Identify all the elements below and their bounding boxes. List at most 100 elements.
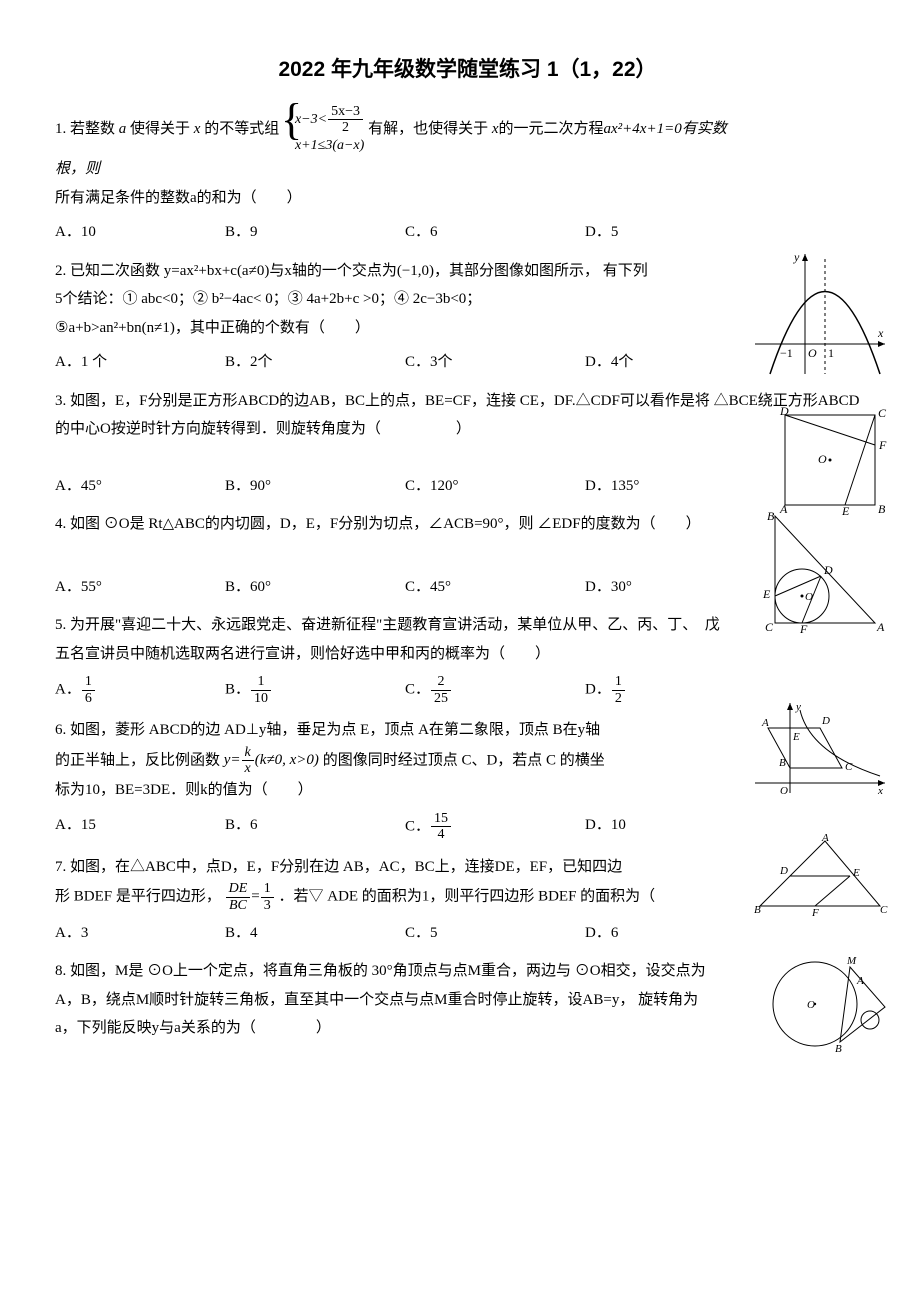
q1-opt-d: D．5 [585,218,735,247]
q7-options: A．3 B．4 C．5 D．6 [55,919,755,948]
q6-line3: 标为10，BE=3DE．则k的值为（ ） [55,776,755,805]
q2-options: A．1 个 B．2个 C．3个 D．4个 [55,348,755,377]
q8-figure: M A O B [765,952,890,1057]
svg-text:O: O [805,591,813,603]
question-3: D C A B E F O 3. 如图，E，F分别是正方形ABCD的边AB，BC… [55,387,880,501]
q1-opt-a: A．10 [55,218,225,247]
q4-options: A．55° B．60° C．45° D．30° [55,573,755,602]
q3-options: A．45° B．90° C．120° D．135° [55,472,875,501]
q8-num: 8. [55,963,66,979]
q8-line2: A，B，绕点M顺时针旋转三角板，直至其中一个交点与点M重合时停止旋转，设AB=y… [55,986,755,1015]
q3-line1: 如图，E，F分别是正方形ABCD的边AB，BC上的点，BE=CF，连接 CE，D… [70,393,859,409]
q4-opt-c: C．45° [405,573,585,602]
question-6: A D E B C O x y 6. 如图，菱形 ABCD的边 AD⊥y轴，垂足… [55,716,880,843]
q7-opt-d: D．6 [585,919,735,948]
svg-text:B: B [767,509,775,523]
q2-line1: 已知二次函数 y=ax²+bx+c(a≠0)与x轴的一个交点为(−1,0)，其部… [70,263,648,279]
svg-text:D: D [823,563,833,577]
svg-text:F: F [878,438,887,452]
q3-num: 3. [55,393,66,409]
q2-opt-b: B．2个 [225,348,405,377]
question-7: A D E B F C 7. 如图，在△ABC中，点D，E，F分别在边 AB，A… [55,853,880,948]
q6-options: A．15 B．6 C．154 D．10 [55,811,755,843]
svg-text:M: M [846,955,857,967]
q3-opt-c: C．120° [405,472,585,501]
q2-opt-c: C．3个 [405,348,585,377]
question-8: M A O B 8. 如图，M是 ⊙O上一个定点，将直角三角板的 30°角顶点与… [55,957,880,1043]
inequality-system: x−3<5x−32 x+1≤3(a−x) [283,104,364,155]
svg-text:E: E [852,867,860,879]
q6-line2: 的正半轴上，反比例函数 y=kx(k≠0, x>0) 的图像同时经过顶点 C、D… [55,745,755,777]
q5-num: 5. [55,617,66,633]
svg-text:C: C [878,406,887,420]
q4-opt-a: A．55° [55,573,225,602]
q1-text-a: 若整数 [70,121,119,137]
q6-figure: A D E B C O x y [750,698,890,798]
q1-text-c: 的不等式组 [204,121,279,137]
q6-num: 6. [55,722,66,738]
q5-opt-c: C．225 [405,674,585,706]
q2-figure: −1 O 1 x y [750,249,890,379]
q3-opt-b: B．90° [225,472,405,501]
question-4: B C A F E D O 4. 如图 ⊙O是 Rt△ABC的内切圆，D，E，F… [55,510,880,601]
q5-opt-d: D．12 [585,674,735,706]
q5-opt-a: A．16 [55,674,225,706]
svg-text:−1: −1 [780,346,793,360]
q7-figure: A D E B F C [750,831,890,916]
svg-text:E: E [762,587,771,601]
svg-text:C: C [880,904,888,916]
q6-opt-b: B．6 [225,811,405,843]
svg-text:x: x [877,326,884,340]
q5-line1: 为开展"喜迎二十大、永远跟党走、奋进新征程"主题教育宣讲活动，某单位从甲、乙、丙… [70,617,720,633]
question-5: 5. 为开展"喜迎二十大、永远跟党走、奋进新征程"主题教育宣讲活动，某单位从甲、… [55,611,880,706]
svg-text:O: O [808,346,817,360]
q3-opt-d: D．135° [585,472,735,501]
q2-line2: 5个结论：① abc<0；② b²−4ac< 0；③ 4a+2b+c >0；④ … [55,285,755,314]
svg-text:A: A [761,717,769,729]
q2-line3: ⑤a+b>an²+bn(n≠1)，其中正确的个数有（ ） [55,314,755,343]
question-1: 1. 若整数 a 使得关于 x 的不等式组 x−3<5x−32 x+1≤3(a−… [55,104,880,247]
svg-text:O: O [780,785,788,797]
svg-text:x: x [877,785,883,797]
q1-text-d: 有解，也使得关于 [368,121,492,137]
svg-text:B: B [835,1043,842,1055]
q1-text-b: 使得关于 [130,121,194,137]
q8-line3: a，下列能反映y与a关系的为（ ） [55,1014,755,1043]
svg-text:B: B [779,757,786,769]
question-2: −1 O 1 x y 2. 已知二次函数 y=ax²+bx+c(a≠0)与x轴的… [55,257,880,377]
svg-text:1: 1 [828,346,834,360]
svg-text:A: A [821,832,829,844]
page-title: 2022 年九年级数学随堂练习 1（1，22） [55,50,880,90]
q4-opt-b: B．60° [225,573,405,602]
svg-text:E: E [792,731,800,743]
q1-line2: 所有满足条件的整数a的和为（ ） [55,184,755,213]
svg-text:B: B [754,904,761,916]
q3-opt-a: A．45° [55,472,225,501]
q7-line1: 如图，在△ABC中，点D，E，F分别在边 AB，AC，BC上，连接DE，EF，已… [70,859,622,875]
svg-text:D: D [821,715,830,727]
q7-opt-a: A．3 [55,919,225,948]
q1-num: 1. [55,121,66,137]
q2-num: 2. [55,263,66,279]
q3-line2: 的中心O按逆时针方向旋转得到．则旋转角度为（ ） [55,415,875,444]
q6-opt-d: D．10 [585,811,735,843]
svg-text:D: D [779,865,788,877]
svg-text:y: y [795,701,801,713]
q6-opt-a: A．15 [55,811,225,843]
q1-options: A．10 B．9 C．6 D．5 [55,218,755,247]
q7-opt-c: C．5 [405,919,585,948]
q4-opt-d: D．30° [585,573,735,602]
svg-text:y: y [793,250,800,264]
q3-figure: D C A B E F O [770,405,890,515]
q2-opt-d: D．4个 [585,348,735,377]
q7-opt-b: B．4 [225,919,405,948]
q2-opt-a: A．1 个 [55,348,225,377]
q4-line1: 如图 ⊙O是 Rt△ABC的内切圆，D，E，F分别为切点，∠ACB=90°，则 … [70,516,701,532]
svg-text:A: A [856,975,864,987]
svg-text:C: C [845,761,853,773]
q6-opt-c: C．154 [405,811,585,843]
q6-line1: 如图，菱形 ABCD的边 AD⊥y轴，垂足为点 E，顶点 A在第二象限，顶点 B… [70,722,600,738]
q5-opt-b: B．110 [225,674,405,706]
q7-num: 7. [55,859,66,875]
q4-num: 4. [55,516,66,532]
